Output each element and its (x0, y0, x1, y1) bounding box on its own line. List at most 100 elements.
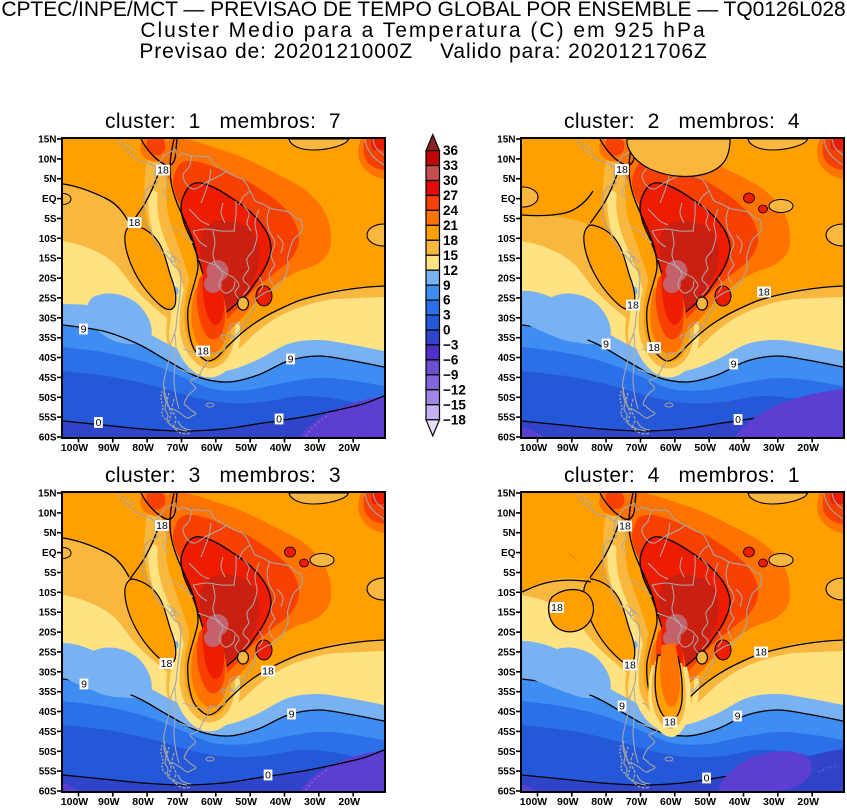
svg-text:−18: −18 (443, 412, 466, 427)
svg-text:40S: 40S (38, 353, 56, 364)
svg-text:5S: 5S (44, 214, 57, 225)
svg-text:3: 3 (443, 308, 451, 323)
svg-text:10N: 10N (497, 508, 515, 519)
svg-text:40W: 40W (728, 796, 750, 808)
svg-text:70W: 70W (625, 796, 647, 808)
svg-text:20S: 20S (497, 627, 515, 638)
svg-text:55S: 55S (497, 412, 515, 423)
svg-text:9: 9 (443, 278, 451, 293)
svg-text:30S: 30S (38, 667, 56, 678)
svg-text:20W: 20W (338, 442, 360, 454)
svg-text:10S: 10S (38, 587, 56, 598)
svg-text:60S: 60S (38, 786, 56, 797)
svg-text:60S: 60S (38, 432, 56, 443)
svg-text:35S: 35S (497, 687, 515, 698)
svg-text:80W: 80W (132, 796, 154, 808)
svg-text:90W: 90W (557, 442, 579, 454)
svg-text:80W: 80W (591, 442, 613, 454)
svg-text:25S: 25S (38, 293, 56, 304)
svg-text:60W: 60W (660, 796, 682, 808)
svg-text:0: 0 (703, 772, 709, 784)
svg-text:15S: 15S (38, 607, 56, 618)
svg-text:EQ: EQ (42, 548, 57, 559)
svg-text:30W: 30W (304, 442, 326, 454)
svg-text:18: 18 (197, 345, 209, 357)
svg-text:−15: −15 (443, 397, 466, 412)
svg-text:18: 18 (551, 602, 563, 614)
svg-text:25S: 25S (497, 647, 515, 658)
svg-text:60W: 60W (201, 796, 223, 808)
svg-text:90W: 90W (557, 796, 579, 808)
svg-text:15N: 15N (497, 488, 515, 499)
svg-text:100W: 100W (519, 796, 547, 808)
svg-text:18: 18 (755, 646, 767, 658)
svg-text:10S: 10S (38, 233, 56, 244)
svg-text:30W: 30W (763, 442, 785, 454)
svg-text:0: 0 (95, 417, 101, 429)
svg-text:18: 18 (648, 342, 660, 354)
svg-text:100W: 100W (60, 796, 88, 808)
svg-text:9: 9 (734, 710, 740, 722)
svg-text:50S: 50S (38, 746, 56, 757)
svg-text:50S: 50S (38, 392, 56, 403)
svg-text:9: 9 (81, 678, 87, 690)
svg-text:6: 6 (443, 293, 451, 308)
svg-text:15S: 15S (497, 607, 515, 618)
svg-text:EQ: EQ (42, 194, 57, 205)
svg-text:36: 36 (443, 143, 459, 158)
svg-text:18: 18 (262, 665, 274, 677)
svg-text:40S: 40S (497, 353, 515, 364)
svg-text:45S: 45S (38, 372, 56, 383)
svg-text:70W: 70W (625, 442, 647, 454)
svg-text:10N: 10N (38, 508, 56, 519)
svg-text:18: 18 (156, 520, 168, 532)
svg-text:5S: 5S (503, 568, 516, 579)
svg-text:9: 9 (287, 353, 293, 365)
svg-text:9: 9 (730, 358, 736, 370)
svg-text:60W: 60W (660, 442, 682, 454)
svg-text:EQ: EQ (501, 194, 516, 205)
svg-text:5N: 5N (43, 528, 56, 539)
svg-text:50W: 50W (235, 442, 257, 454)
svg-text:10S: 10S (497, 587, 515, 598)
svg-text:30W: 30W (763, 796, 785, 808)
svg-text:18: 18 (157, 164, 169, 176)
svg-text:90W: 90W (98, 796, 120, 808)
svg-text:18: 18 (128, 217, 140, 229)
svg-text:5N: 5N (502, 528, 515, 539)
svg-text:20S: 20S (38, 627, 56, 638)
svg-text:18: 18 (619, 520, 631, 532)
svg-text:80W: 80W (132, 442, 154, 454)
svg-text:9: 9 (619, 700, 625, 712)
svg-text:33: 33 (443, 158, 459, 173)
svg-text:60S: 60S (497, 786, 515, 797)
svg-text:60S: 60S (497, 432, 515, 443)
svg-text:25S: 25S (497, 293, 515, 304)
svg-text:70W: 70W (166, 796, 188, 808)
svg-text:40W: 40W (269, 442, 291, 454)
svg-text:−3: −3 (443, 338, 459, 353)
svg-text:60W: 60W (201, 442, 223, 454)
svg-text:9: 9 (288, 708, 294, 720)
svg-text:15N: 15N (38, 134, 56, 145)
svg-text:5N: 5N (43, 174, 56, 185)
svg-text:40W: 40W (269, 796, 291, 808)
svg-text:0: 0 (265, 769, 271, 781)
svg-text:40S: 40S (38, 707, 56, 718)
svg-text:20S: 20S (38, 273, 56, 284)
svg-text:18: 18 (616, 164, 628, 176)
svg-text:9: 9 (80, 323, 86, 335)
svg-text:90W: 90W (98, 442, 120, 454)
svg-text:−6: −6 (443, 353, 459, 368)
svg-text:40W: 40W (728, 442, 750, 454)
svg-text:18: 18 (624, 659, 636, 671)
svg-text:15N: 15N (38, 488, 56, 499)
svg-text:EQ: EQ (501, 548, 516, 559)
svg-text:55S: 55S (497, 766, 515, 777)
svg-text:30S: 30S (497, 667, 515, 678)
svg-text:15S: 15S (38, 253, 56, 264)
svg-text:20W: 20W (797, 442, 819, 454)
svg-text:50S: 50S (497, 746, 515, 757)
svg-text:35S: 35S (38, 333, 56, 344)
svg-text:18: 18 (443, 233, 459, 248)
